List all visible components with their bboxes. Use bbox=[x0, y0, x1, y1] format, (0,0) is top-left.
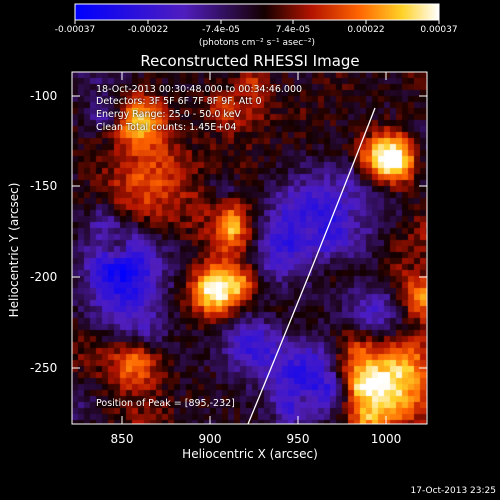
plot-title: Reconstructed RHESSI Image bbox=[140, 52, 360, 70]
x-tick-label: 850 bbox=[110, 432, 134, 446]
y-tick-label: -200 bbox=[30, 270, 58, 284]
x-tick-label: 1000 bbox=[370, 432, 402, 446]
x-tick-label: 900 bbox=[198, 432, 222, 446]
colorbar-tick: 7.4e-05 bbox=[275, 25, 311, 35]
y-tick-label: -250 bbox=[30, 361, 58, 375]
detectors: Detectors: 3F 5F 6F 7F 8F 9F, Att 0 bbox=[96, 96, 262, 107]
colorbar-units: (photons cm⁻² s⁻¹ asec⁻²) bbox=[198, 38, 316, 48]
obs-time: 18-Oct-2013 00:30:48.000 to 00:34:46.000 bbox=[96, 84, 303, 95]
colorbar-tick: 0.00022 bbox=[347, 25, 385, 35]
energy-range: Energy Range: 25.0 - 50.0 keV bbox=[96, 109, 241, 120]
y-tick-label: -150 bbox=[30, 179, 58, 193]
colorbar-tick: -0.00022 bbox=[127, 25, 169, 35]
x-tick-label: 950 bbox=[286, 432, 310, 446]
y-tick-label: -100 bbox=[30, 89, 58, 103]
colorbar bbox=[75, 4, 439, 20]
colorbar-tick: 0.00037 bbox=[420, 25, 458, 35]
colorbar-tick: -7.4e-05 bbox=[202, 25, 240, 35]
y-axis-title: Heliocentric Y (arcsec) bbox=[7, 182, 21, 318]
x-axis-title: Heliocentric X (arcsec) bbox=[182, 447, 318, 461]
peak-position: Position of Peak = [895,-232] bbox=[96, 398, 235, 409]
method-counts: Clean Total counts: 1.45E+04 bbox=[96, 122, 237, 133]
timestamp: 17-Oct-2013 23:25 bbox=[410, 486, 496, 496]
colorbar-tick: -0.00037 bbox=[54, 25, 96, 35]
